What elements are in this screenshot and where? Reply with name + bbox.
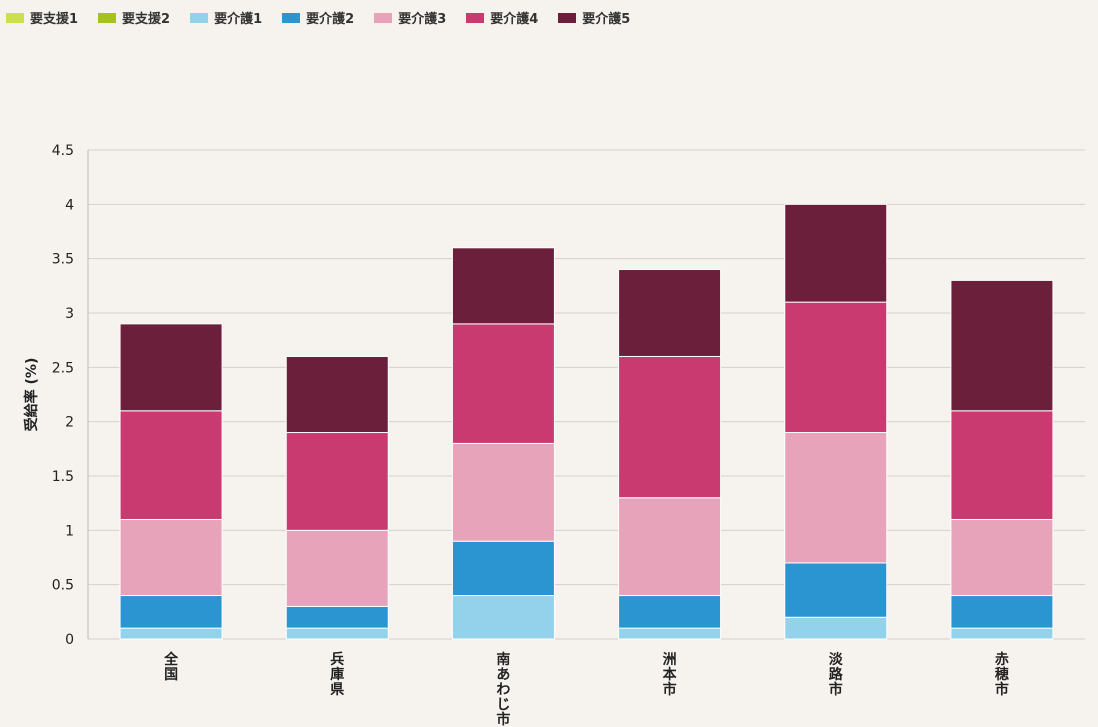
y-tick-label: 3 bbox=[65, 306, 74, 322]
bar-segment bbox=[451, 323, 555, 444]
legend-label: 要介護4 bbox=[490, 12, 539, 27]
bar-segment bbox=[784, 203, 888, 303]
legend-swatch bbox=[6, 12, 24, 23]
legend-item[interactable]: 要介護5 bbox=[558, 8, 630, 27]
bar-segment bbox=[119, 595, 223, 629]
bar-segment bbox=[119, 323, 223, 412]
legend-label: 要支援1 bbox=[30, 12, 79, 27]
legend-item[interactable]: 要介護2 bbox=[282, 8, 354, 27]
bar-segment bbox=[285, 605, 389, 629]
y-tick-label: 4 bbox=[65, 197, 74, 213]
legend-swatch bbox=[558, 12, 577, 23]
bar-segment bbox=[950, 410, 1054, 520]
bar-segment bbox=[784, 301, 888, 434]
bar-segment bbox=[950, 595, 1054, 629]
legend-item[interactable]: 要支援2 bbox=[98, 8, 170, 27]
bar-segment bbox=[784, 432, 888, 564]
y-tick-label: 0 bbox=[65, 632, 74, 648]
legend-item[interactable]: 要介護3 bbox=[374, 8, 446, 27]
x-tick-label: 淡路市 bbox=[829, 652, 844, 698]
y-tick-label: 0.5 bbox=[52, 578, 74, 594]
bar-segment bbox=[950, 279, 1054, 412]
legend-label: 要介護1 bbox=[214, 12, 263, 27]
y-tick-label: 2.5 bbox=[52, 360, 74, 376]
y-tick-label: 1 bbox=[65, 523, 74, 539]
legend-swatch bbox=[282, 12, 301, 23]
bar-segment bbox=[119, 410, 223, 520]
bar-segment bbox=[119, 518, 223, 597]
chart-legend: 要支援1 要支援2 要介護1 要介護2 要介護3 要介護4 要介護5 bbox=[6, 8, 650, 27]
y-tick-label: 3.5 bbox=[52, 252, 74, 268]
x-tick-label: 洲本市 bbox=[663, 652, 678, 698]
y-tick-label: 4.5 bbox=[52, 143, 74, 159]
bar-segment bbox=[950, 518, 1054, 597]
legend-item[interactable]: 要介護4 bbox=[466, 8, 538, 27]
bar-segment bbox=[784, 616, 888, 640]
legend-label: 要支援2 bbox=[122, 12, 171, 27]
bar-segment bbox=[618, 595, 722, 629]
legend-item[interactable]: 要支援1 bbox=[6, 8, 78, 27]
x-tick-label: 兵庫県 bbox=[330, 651, 344, 698]
bar-segment bbox=[618, 355, 722, 499]
y-tick-label: 1.5 bbox=[52, 469, 74, 485]
legend-item[interactable]: 要介護1 bbox=[190, 8, 262, 27]
bar-segment bbox=[618, 627, 722, 640]
bar-segment bbox=[119, 627, 223, 640]
bar-segment bbox=[784, 562, 888, 618]
bar-segment bbox=[618, 269, 722, 357]
bar-segment bbox=[451, 442, 555, 542]
legend-label: 要介護2 bbox=[306, 12, 355, 27]
bar-segment bbox=[285, 355, 389, 434]
bar-segment bbox=[451, 540, 555, 597]
y-tick-label: 2 bbox=[65, 415, 74, 431]
legend-swatch bbox=[374, 12, 393, 23]
legend-swatch bbox=[190, 12, 209, 23]
x-tick-label: 南あわじ市 bbox=[496, 651, 510, 727]
legend-swatch bbox=[466, 12, 485, 23]
bar-segment bbox=[618, 497, 722, 597]
bar-segment bbox=[451, 595, 555, 640]
bar-segment bbox=[285, 529, 389, 607]
y-axis-title: 受給率 (%) bbox=[23, 358, 40, 432]
bar-segment bbox=[451, 247, 555, 325]
legend-label: 要介護3 bbox=[398, 12, 447, 27]
legend-swatch bbox=[98, 12, 117, 23]
x-tick-label: 赤穂市 bbox=[995, 652, 1009, 698]
bar-segment bbox=[285, 627, 389, 640]
x-tick-label: 全国 bbox=[163, 651, 179, 683]
bar-segment bbox=[950, 627, 1054, 640]
legend-label: 要介護5 bbox=[582, 12, 631, 27]
bar-segment bbox=[285, 432, 389, 531]
